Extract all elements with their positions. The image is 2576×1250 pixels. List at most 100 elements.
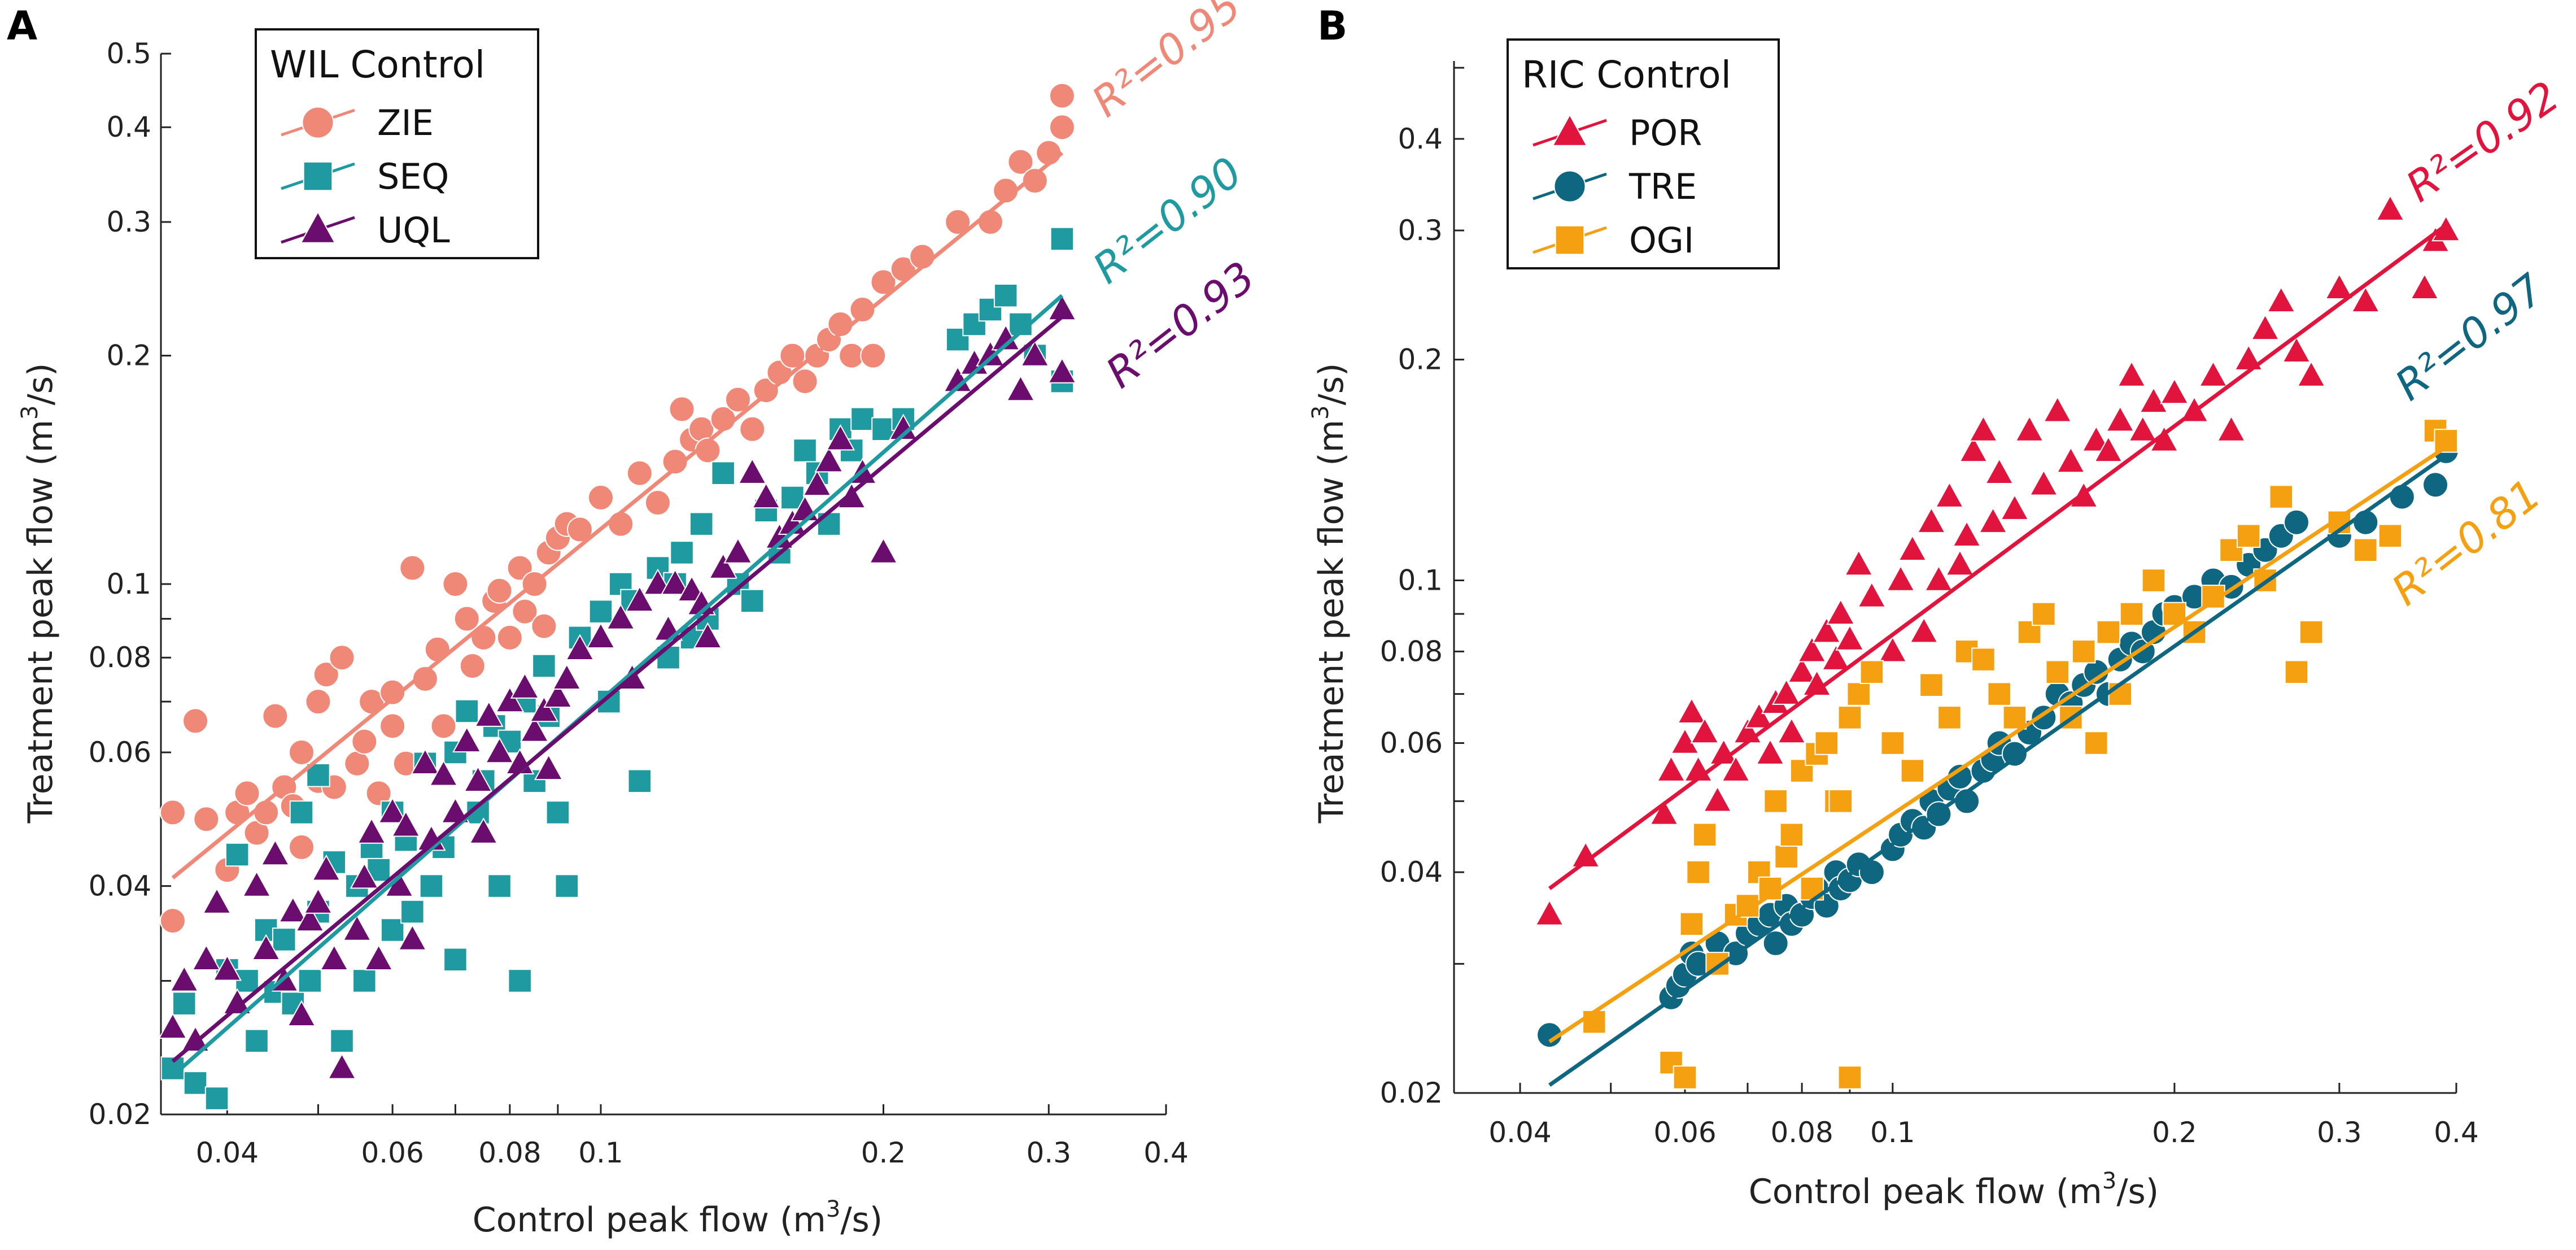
data-point-zie xyxy=(182,708,209,734)
data-point-zie xyxy=(344,750,370,777)
data-point-por xyxy=(1945,549,1975,576)
data-point-zie xyxy=(379,713,406,739)
y-tick-label: 0.04 xyxy=(89,870,151,903)
data-point-seq xyxy=(419,874,444,898)
data-point-por xyxy=(1968,415,1998,442)
y-tick-label: 0.5 xyxy=(106,37,151,70)
y-tick-label: 0.3 xyxy=(1398,214,1443,247)
data-point-zie xyxy=(945,209,971,236)
legend-label-zie: ZIE xyxy=(377,102,434,143)
data-point-uql xyxy=(565,634,595,660)
data-point-seq xyxy=(508,969,532,993)
data-point-uql xyxy=(398,924,427,951)
fit-line-tre xyxy=(1548,454,2447,1087)
data-point-ogi xyxy=(2354,538,2378,562)
data-point-zie xyxy=(1049,114,1075,141)
data-point-zie xyxy=(379,679,406,705)
data-point-por xyxy=(2376,194,2405,221)
data-point-uql xyxy=(242,870,272,897)
data-point-ogi xyxy=(1846,682,1871,706)
data-point-uql xyxy=(474,700,504,727)
data-point-por xyxy=(1756,738,1785,765)
data-point-ogi xyxy=(1971,647,1996,672)
legend-title: RIC Control xyxy=(1522,53,1731,97)
data-point-ogi xyxy=(1692,822,1717,847)
data-point-zie xyxy=(792,368,818,395)
data-point-ogi xyxy=(2378,524,2403,548)
data-point-seq xyxy=(352,969,377,993)
data-point-seq xyxy=(183,1071,208,1095)
fit-line-por xyxy=(1548,223,2447,890)
data-point-seq xyxy=(793,438,817,463)
data-point-uql xyxy=(320,944,349,971)
data-point-seq xyxy=(850,407,875,432)
y-tick-label: 0.4 xyxy=(1398,123,1443,155)
data-point-zie xyxy=(305,689,331,715)
data-point-zie xyxy=(424,636,451,663)
data-point-zie xyxy=(453,606,480,632)
series-uql xyxy=(158,294,1077,1079)
data-point-zie xyxy=(724,386,751,413)
data-point-seq xyxy=(289,800,314,825)
data-point-por xyxy=(2094,435,2123,463)
data-point-uql xyxy=(708,552,738,579)
data-point-seq xyxy=(1050,227,1075,251)
data-point-uql xyxy=(191,944,221,971)
data-point-por xyxy=(1787,656,1817,683)
legend-marker-seq xyxy=(303,161,333,191)
data-point-zie xyxy=(486,577,513,604)
data-point-ogi xyxy=(2002,705,2027,730)
data-point-uql xyxy=(1047,357,1077,384)
data-point-seq xyxy=(711,461,735,485)
data-point-uql xyxy=(510,672,540,699)
x-tick-label: 0.2 xyxy=(2152,1116,2197,1149)
data-point-seq xyxy=(400,899,425,924)
data-point-seq xyxy=(330,1029,354,1053)
data-point-zie xyxy=(587,484,614,511)
data-point-ogi xyxy=(1987,682,2011,706)
data-point-zie xyxy=(159,908,186,934)
fit-line-zie xyxy=(171,151,1064,879)
data-point-seq xyxy=(689,512,714,536)
data-point-seq xyxy=(532,654,556,678)
data-point-uql xyxy=(1047,294,1077,321)
data-point-por xyxy=(1649,798,1679,825)
data-point-zie xyxy=(399,555,426,581)
data-point-por xyxy=(1702,785,1732,812)
data-point-zie xyxy=(512,598,538,625)
legend: WIL Control ZIE SEQ UQL xyxy=(255,28,539,259)
data-point-por xyxy=(1771,678,1801,705)
data-point-ogi xyxy=(2299,620,2324,644)
data-point-ogi xyxy=(2269,485,2294,509)
data-point-ogi xyxy=(2084,731,2108,755)
data-point-zie xyxy=(1049,82,1075,109)
data-point-uql xyxy=(552,663,582,690)
data-point-ogi xyxy=(2141,568,2166,593)
data-point-por xyxy=(2410,273,2439,300)
data-point-por xyxy=(1978,507,2008,533)
series-por xyxy=(1535,194,2461,926)
data-point-uql xyxy=(378,797,407,824)
data-point-ogi xyxy=(2032,602,2056,626)
data-point-seq xyxy=(740,589,765,613)
data-point-tre xyxy=(1762,930,1789,956)
data-point-ogi xyxy=(1774,844,1798,869)
data-point-uql xyxy=(364,944,394,971)
data-point-zie xyxy=(496,624,523,651)
data-point-zie xyxy=(531,613,557,639)
panel-b-y-axis-title: Treatment peak flow (m3/s) xyxy=(1308,363,1351,824)
data-point-por xyxy=(1690,717,1719,744)
y-tick-label: 0.2 xyxy=(106,339,151,372)
y-tick-label: 0.4 xyxy=(106,111,151,143)
data-point-ogi xyxy=(1673,1065,1697,1090)
panel-a-y-axis-title: Treatment peak flow (m3/s) xyxy=(17,363,60,824)
panel-a-label: A xyxy=(7,3,37,49)
data-point-por xyxy=(1709,738,1739,765)
legend-marker-tre xyxy=(1553,170,1586,203)
legend-marker-uql xyxy=(300,211,336,243)
data-point-zie xyxy=(329,644,355,671)
data-point-uql xyxy=(814,446,844,473)
data-point-uql xyxy=(411,748,440,775)
data-point-por xyxy=(1835,624,1865,651)
data-point-por xyxy=(1878,635,1907,663)
